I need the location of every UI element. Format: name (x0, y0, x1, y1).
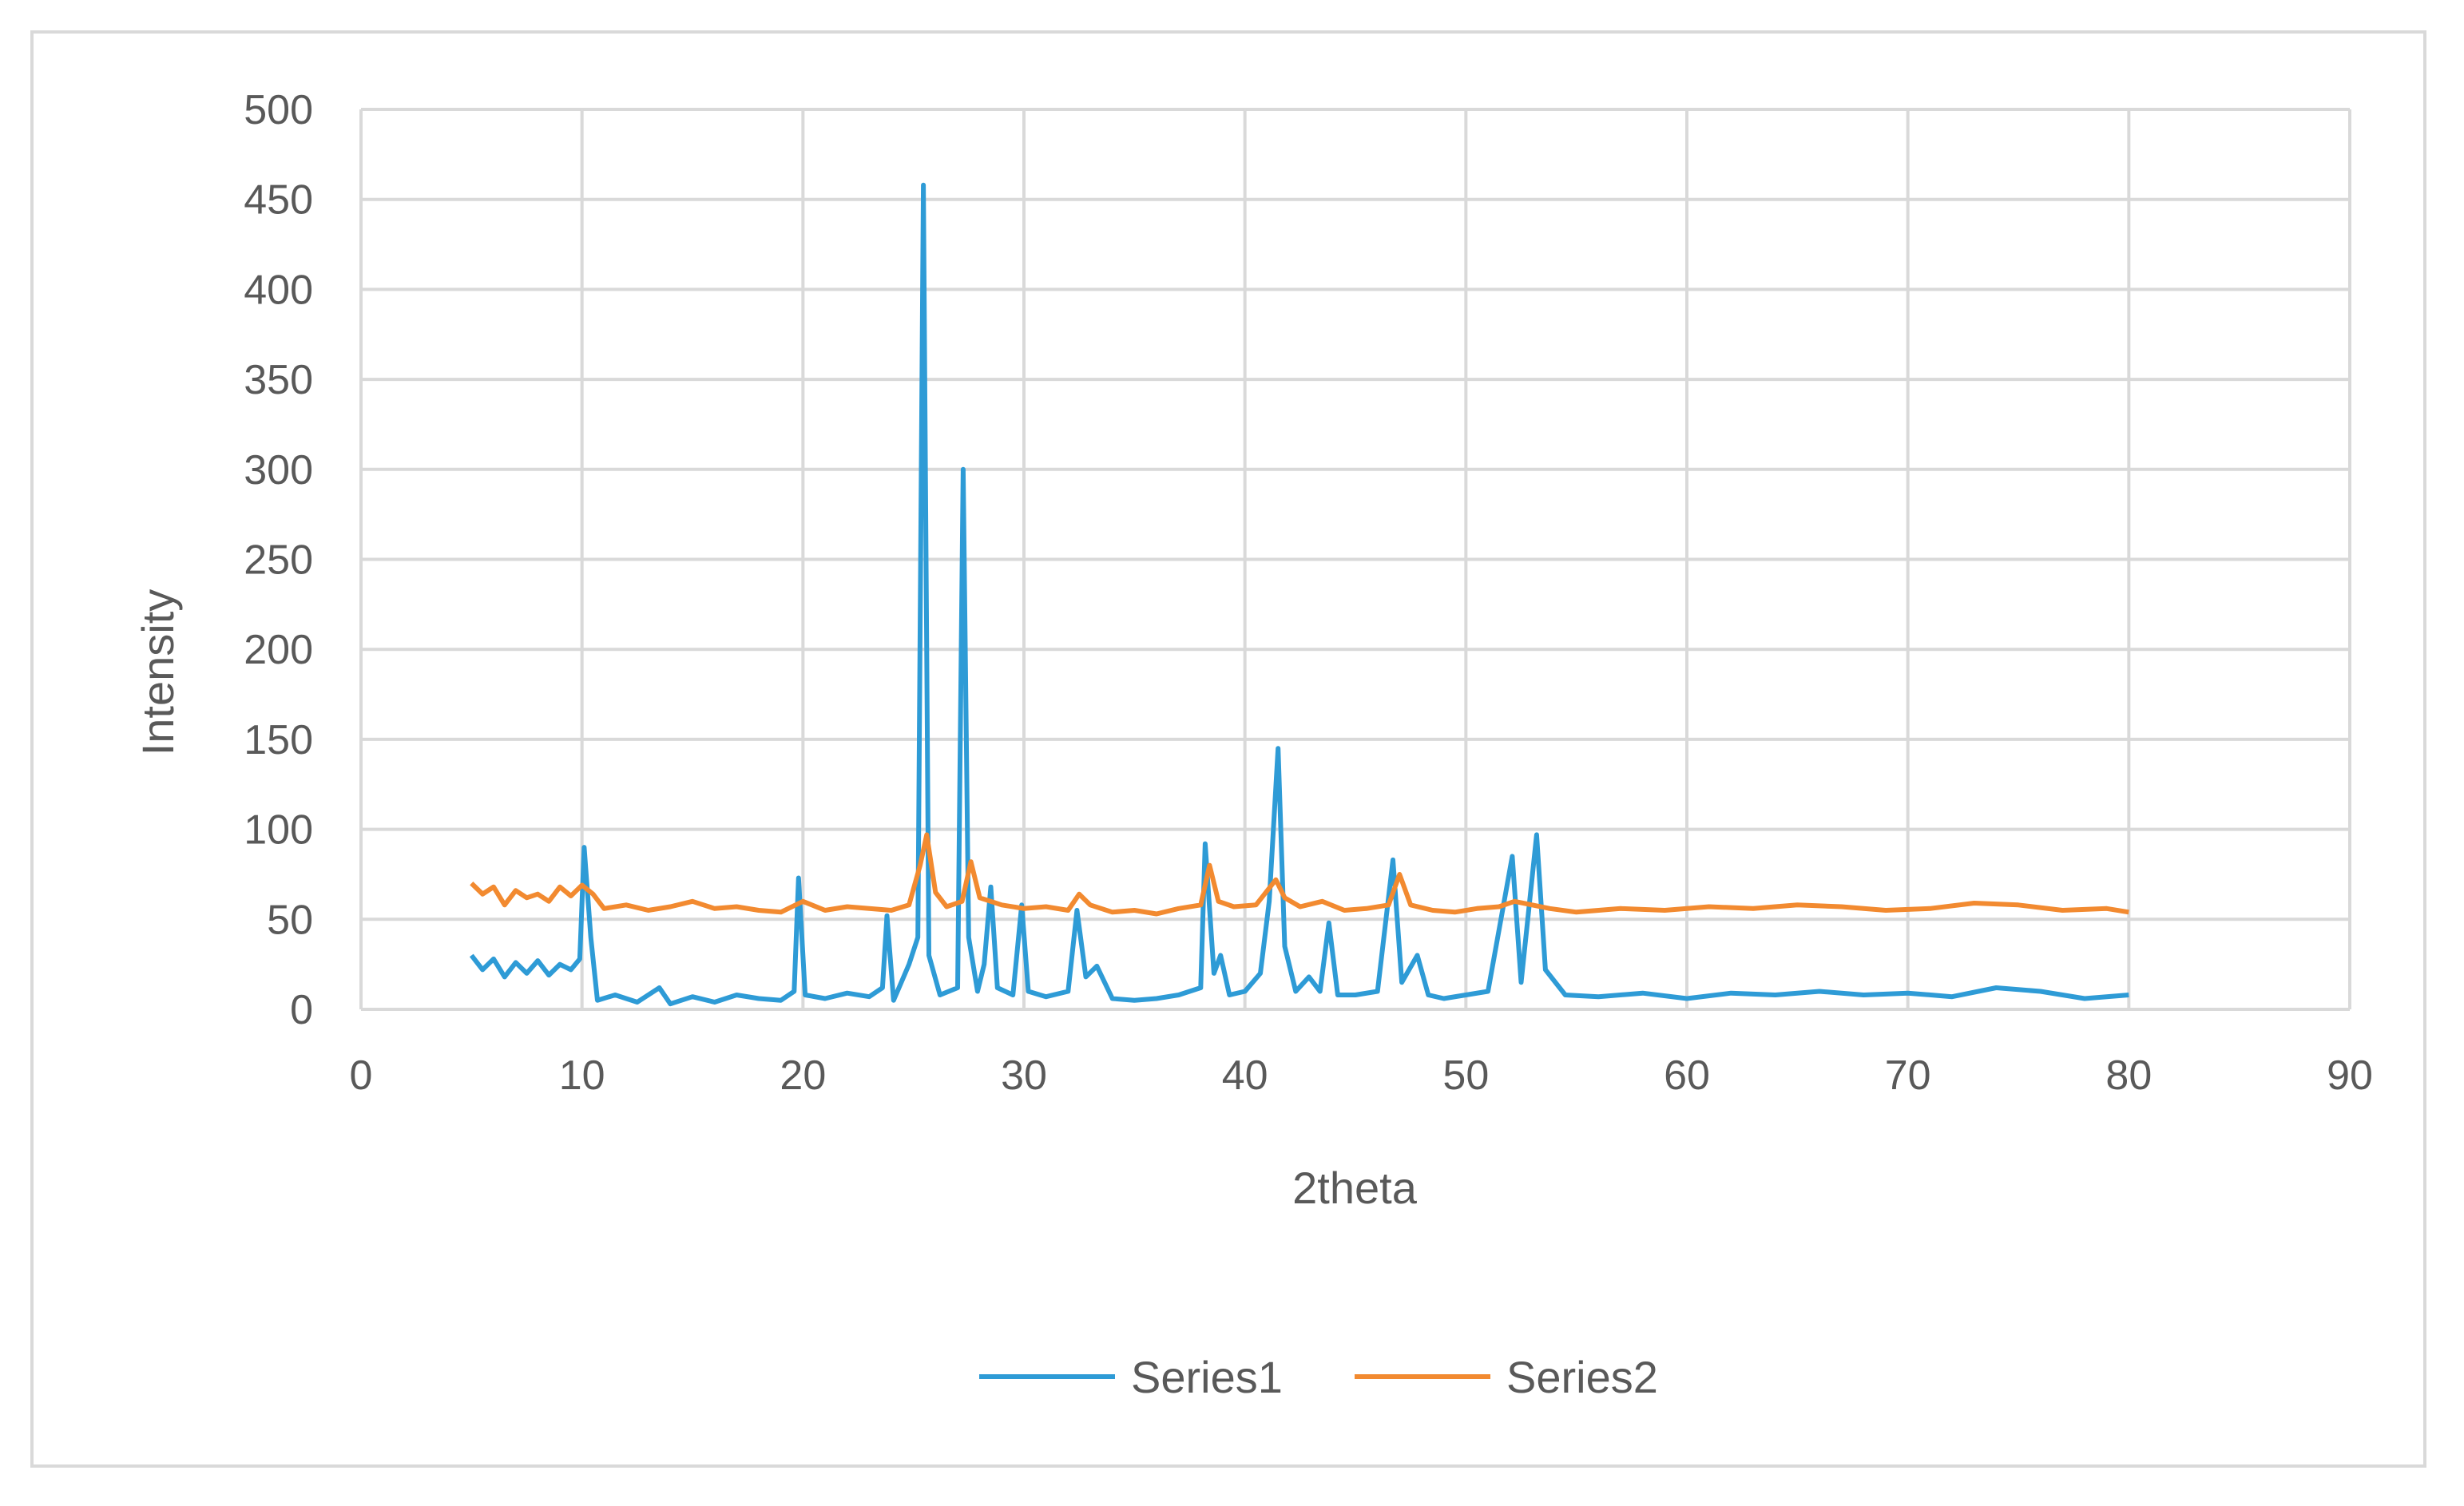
chart-frame: 0 50 100 150 200 250 300 350 400 450 500 0 10 20 30 40 5… (30, 30, 2426, 1468)
y-tick-label: 500 (244, 87, 313, 133)
x-tick-label: 60 (1664, 1052, 1710, 1099)
series-lines (469, 182, 2129, 1007)
x-tick-label: 90 (2327, 1052, 2373, 1099)
x-axis-title: 2theta (1292, 1163, 1418, 1213)
y-tick-label: 300 (244, 447, 313, 493)
x-tick-label: 80 (2105, 1052, 2152, 1099)
tick-labels: 0 50 100 150 200 250 300 350 400 450 500 0 10 20 30 40 5… (244, 87, 2373, 1099)
x-tick-label: 40 (1222, 1052, 1268, 1099)
x-tick-label: 50 (1442, 1052, 1489, 1099)
x-tick-label: 30 (1001, 1052, 1047, 1099)
y-tick-label: 400 (244, 267, 313, 313)
line-chart: 0 50 100 150 200 250 300 350 400 450 500 0 10 20 30 40 5… (133, 87, 2373, 1402)
y-axis-title: Intensity (133, 589, 183, 756)
y-tick-label: 200 (244, 627, 313, 673)
y-tick-label: 100 (244, 807, 313, 854)
x-tick-label: 10 (559, 1052, 605, 1099)
series-line-2 (470, 832, 2129, 917)
legend-label-2: Series2 (1506, 1352, 1658, 1402)
y-tick-label: 150 (244, 717, 313, 763)
y-tick-label: 450 (244, 177, 313, 224)
x-tick-label: 70 (1885, 1052, 1931, 1099)
grid (359, 108, 2351, 1011)
legend: Series1 Series2 (979, 1352, 1658, 1402)
x-tick-label: 20 (780, 1052, 826, 1099)
series-line-1 (469, 182, 2129, 1007)
y-tick-label: 250 (244, 537, 313, 584)
y-tick-label: 0 (290, 987, 313, 1033)
y-tick-label: 50 (267, 897, 313, 943)
y-tick-label: 350 (244, 357, 313, 403)
legend-label-1: Series1 (1131, 1352, 1283, 1402)
x-tick-label: 0 (350, 1052, 373, 1099)
